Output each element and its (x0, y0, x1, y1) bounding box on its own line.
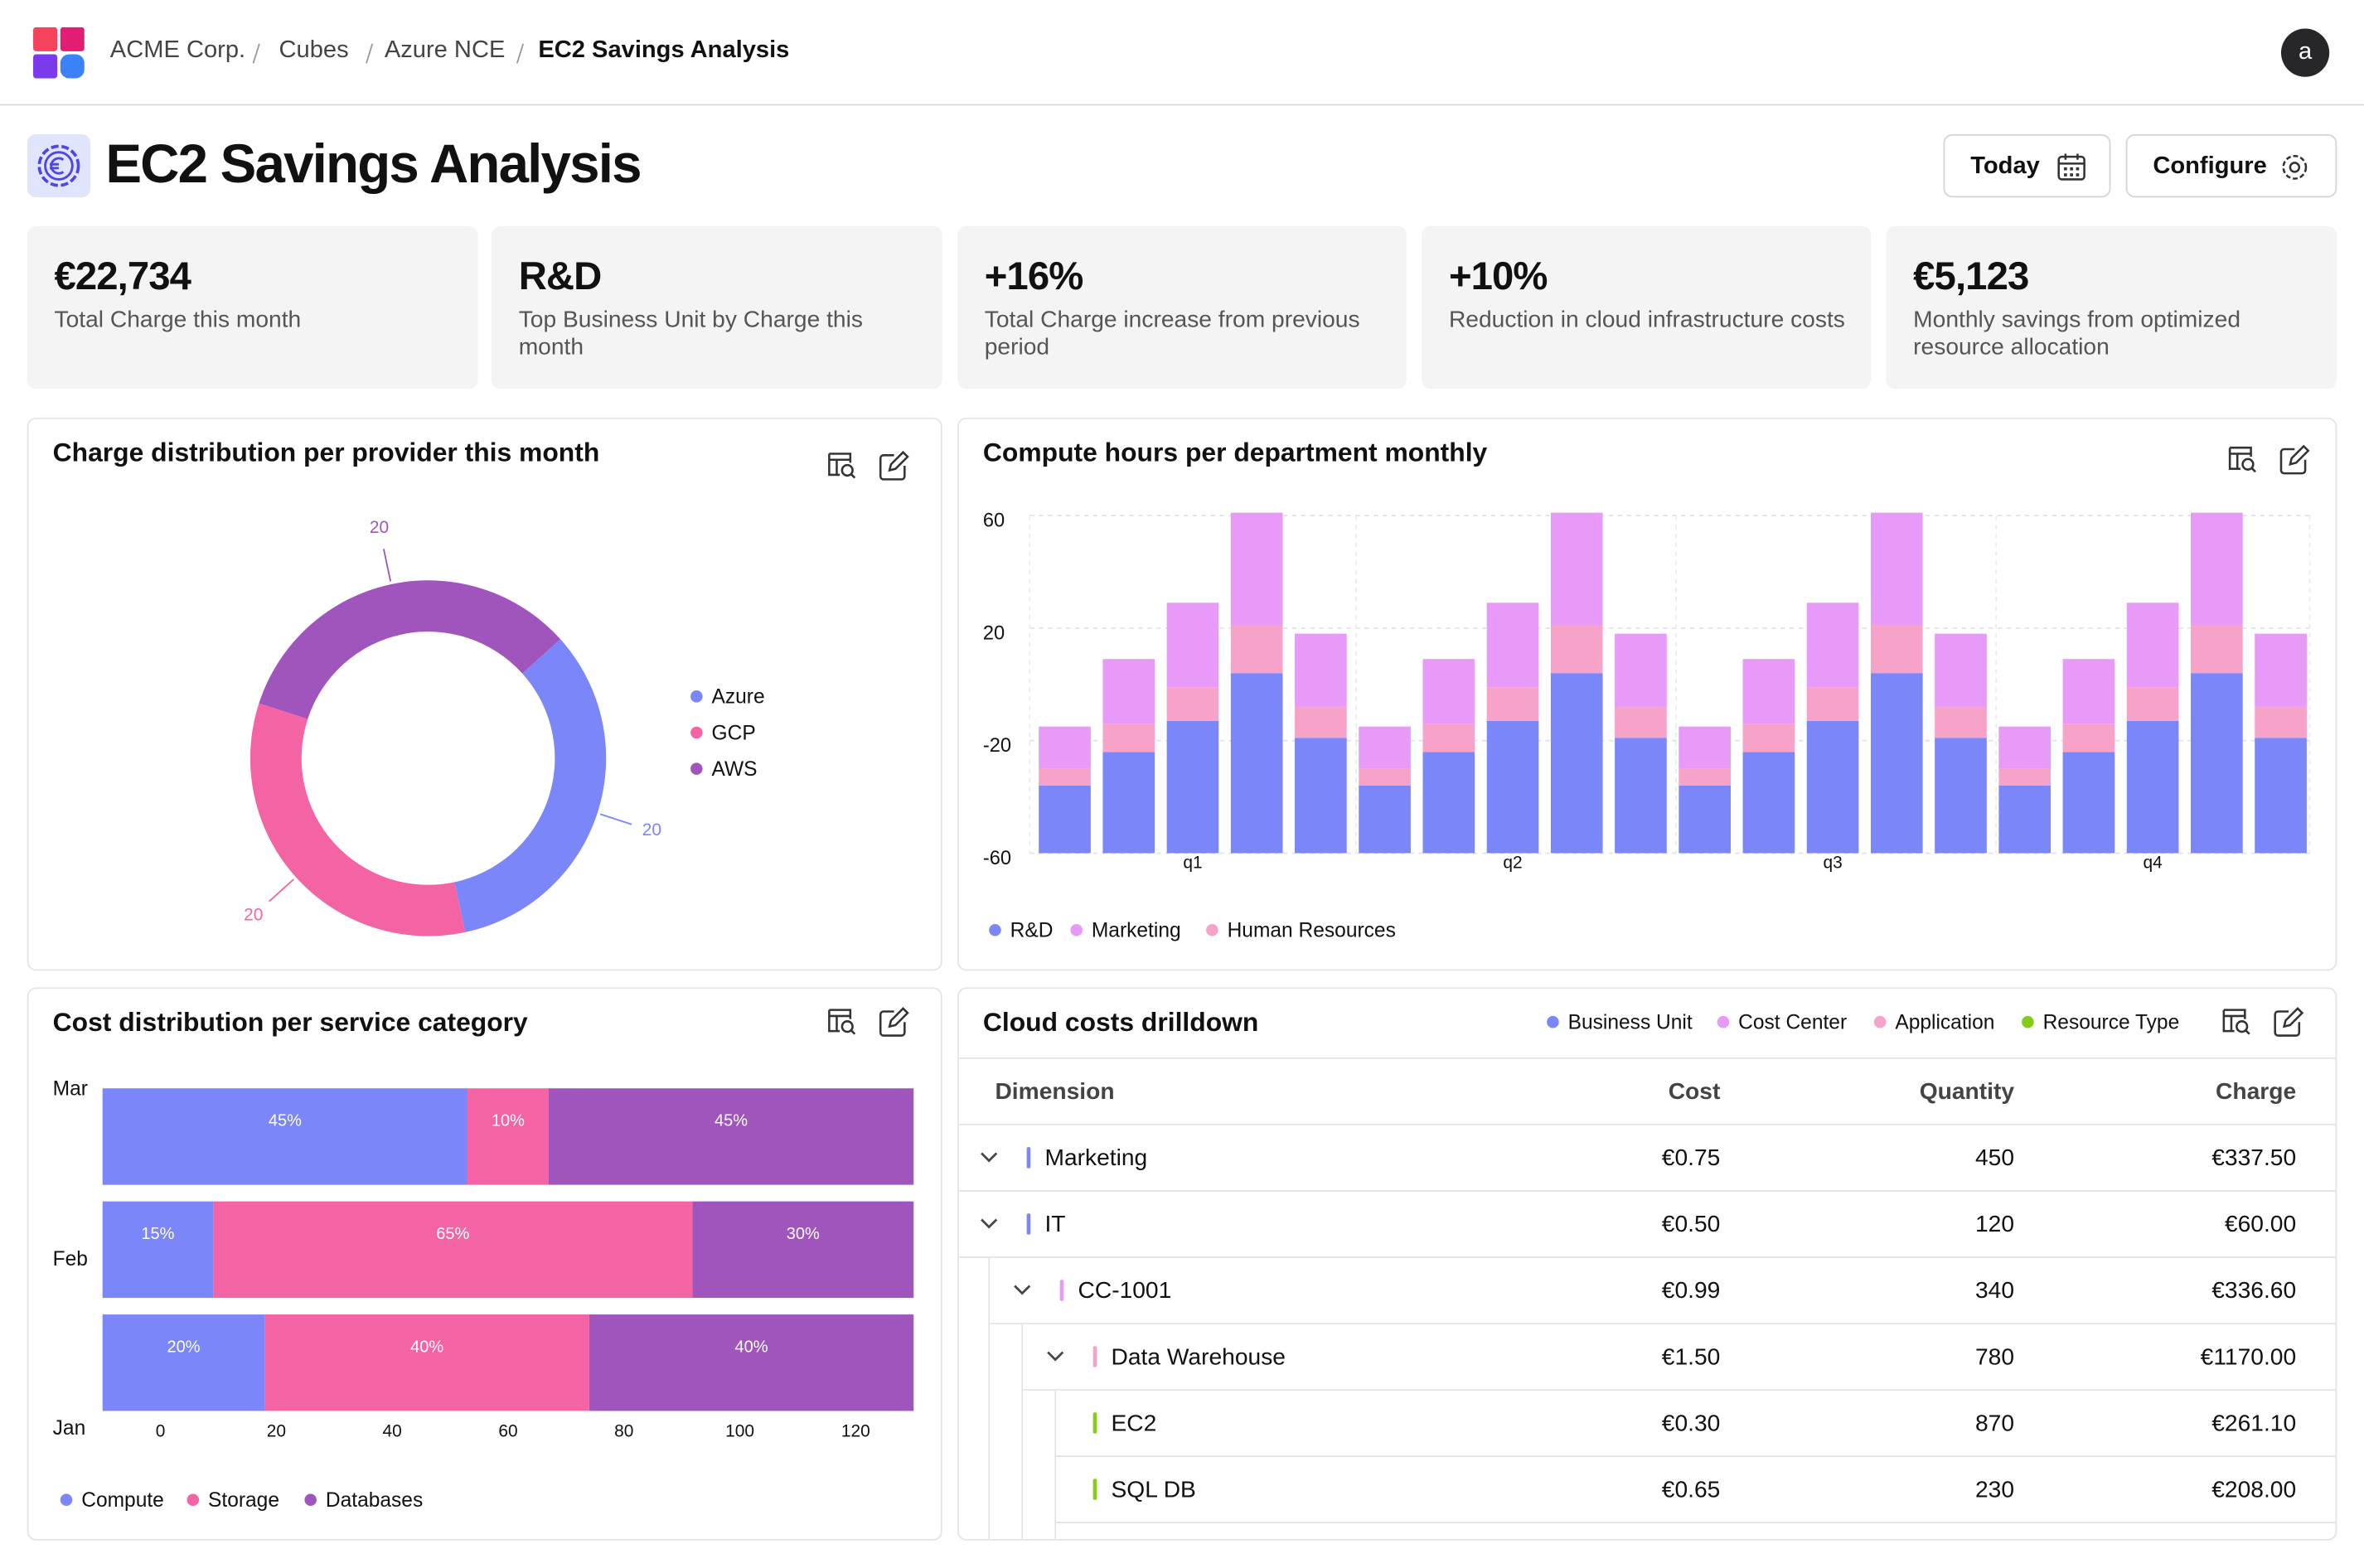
kpi-value: R&D (518, 253, 603, 299)
panel (27, 417, 942, 971)
kpi-card: €5,123 Monthly savings from optimized res… (1886, 225, 2337, 390)
kpi-value: +10% (1448, 253, 1548, 299)
panel-title: Compute hours per department monthly (982, 437, 1488, 467)
logo[interactable] (33, 27, 85, 79)
breadcrumb-current: EC2 Savings Analysis (538, 37, 790, 64)
panel-title: Charge distribution per provider this mo… (52, 437, 600, 467)
kpi-label: Total Charge this month (54, 307, 302, 333)
breadcrumb-item[interactable]: ACME Corp. (109, 37, 246, 64)
panel (27, 987, 942, 1541)
breadcrumb-item[interactable]: Azure NCE (384, 37, 506, 64)
kpi-value: +16% (984, 253, 1084, 299)
calendar-icon (2057, 153, 2085, 181)
kpi-value: €22,734 (54, 253, 191, 299)
panel-title: Cost distribution per service category (52, 1007, 528, 1038)
kpi-card: +16% Total Charge increase from previous … (957, 225, 1407, 390)
kpi-value: €5,123 (1913, 253, 2029, 299)
panel (957, 987, 2337, 1541)
topbar-border (0, 104, 2364, 106)
kpi-label: Reduction in cloud infrastructure costs (1448, 307, 1845, 333)
avatar[interactable]: a (2280, 28, 2330, 77)
breadcrumb-item[interactable]: Cubes (279, 37, 349, 64)
kpi-label: Top Business Unit by Charge this month (518, 307, 863, 361)
kpi-card: +10% Reduction in cloud infrastructure co… (1422, 225, 1872, 390)
gear-icon (2282, 154, 2308, 180)
page-title: EC2 Savings Analysis (105, 133, 642, 195)
panel-title: Cloud costs drilldown (982, 1007, 1259, 1038)
kpi-card: R&D Top Business Unit by Charge this mont… (491, 225, 942, 390)
button-label: Today (1970, 153, 2040, 180)
configure-button[interactable]: Configure (2125, 133, 2337, 198)
kpi-label: Total Charge increase from previous peri… (984, 307, 1360, 361)
breadcrumb-separators (252, 43, 525, 64)
button-label: Configure (2153, 153, 2267, 180)
kpi-card: €22,734 Total Charge this month (27, 225, 478, 390)
panel (957, 417, 2337, 971)
kpi-label: Monthly savings from optimized resource … (1913, 307, 2241, 361)
today-button[interactable]: Today (1943, 133, 2111, 198)
title-icon (27, 133, 91, 198)
